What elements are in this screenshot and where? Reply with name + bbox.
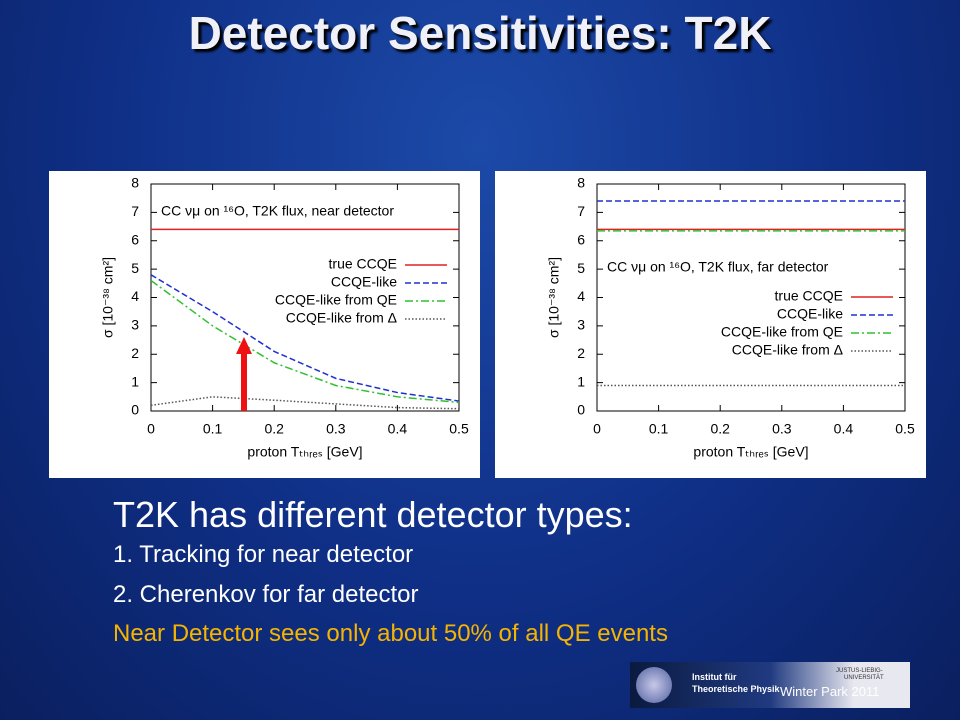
x-axis-label: proton Tₜₕᵣₑₛ [GeV] [247, 444, 362, 460]
x-tick-label: 0 [593, 421, 601, 437]
y-tick-label: 6 [131, 231, 139, 247]
chart: 0 1 2 3 4 5 6 7 8 0 0.1 0.2 0.3 0.4 0.5 proton Tₜₕᵣₑₛ [… [100, 175, 469, 460]
legend-label: CCQE-like [331, 274, 397, 290]
x-tick-label: 0.3 [326, 421, 346, 437]
series-line [150, 279, 460, 404]
chart-panel: 0 1 2 3 4 5 6 7 8 0 0.1 0.2 0.3 0.4 0.5 proton Tₜₕᵣₑₛ [… [495, 171, 926, 478]
x-tick-label: 0.1 [649, 421, 669, 437]
logo-text: JUSTUS-LIEBIG- [836, 668, 883, 674]
series-line [150, 274, 460, 402]
y-tick-label: 3 [131, 317, 139, 333]
x-tick-label: 0.3 [772, 421, 792, 437]
logo-text: Institut für [692, 672, 737, 682]
legend-label: CCQE-like from Δ [732, 342, 843, 358]
logo-text: UNIVERSITÄT [844, 675, 884, 681]
y-tick-label: 7 [131, 203, 139, 219]
y-tick-label: 1 [577, 373, 585, 389]
logo-icon [636, 667, 672, 703]
y-tick-label: 3 [577, 317, 585, 333]
y-tick-label: 8 [577, 175, 585, 191]
y-tick-label: 5 [131, 260, 139, 276]
x-tick-label: 0.2 [710, 421, 730, 437]
x-tick-label: 0.4 [834, 421, 854, 437]
logo-text: Theoretische Physik [692, 684, 780, 694]
x-tick-label: 0 [147, 421, 155, 437]
legend-label: CCQE-like [777, 306, 843, 322]
annotation: CC νμ on ¹⁶O, T2K flux, far detector [607, 259, 829, 275]
y-tick-label: 8 [131, 175, 139, 191]
legend-label: CCQE-like from QE [721, 324, 843, 340]
series-line [150, 396, 460, 410]
y-tick-label: 4 [577, 288, 585, 304]
annotation: CC νμ on ¹⁶O, T2K flux, near detector [161, 203, 394, 219]
y-tick-label: 2 [131, 345, 139, 361]
x-axis-label: proton Tₜₕᵣₑₛ [GeV] [693, 444, 808, 460]
legend-label: true CCQE [329, 256, 397, 272]
x-tick-label: 0.4 [388, 421, 408, 437]
y-tick-label: 4 [131, 288, 139, 304]
footer: Winter Park 2011 [780, 684, 880, 699]
chart-panel: 0 1 2 3 4 5 6 7 8 0 0.1 0.2 0.3 0.4 0.5 proton Tₜₕᵣₑₛ [… [49, 171, 480, 478]
list-item: 1. Tracking for near detector [113, 541, 414, 568]
logo: Institut für Theoretische Physik JUSTUS-… [630, 662, 910, 708]
y-tick-label: 2 [577, 345, 585, 361]
y-tick-label: 0 [577, 402, 585, 418]
y-tick-label: 5 [577, 260, 585, 276]
y-tick-label: 0 [131, 402, 139, 418]
y-axis-label: σ [10⁻³⁸ cm²] [546, 257, 562, 338]
x-tick-label: 0.2 [264, 421, 284, 437]
legend-label: true CCQE [775, 288, 843, 304]
highlight: Near Detector sees only about 50% of all… [113, 620, 668, 647]
legend-label: CCQE-like from Δ [286, 310, 397, 326]
slide-title: Detector Sensitivities: T2K [188, 7, 772, 59]
y-tick-label: 7 [577, 203, 585, 219]
chart: 0 1 2 3 4 5 6 7 8 0 0.1 0.2 0.3 0.4 0.5 proton Tₜₕᵣₑₛ [… [546, 175, 915, 460]
y-tick-label: 1 [131, 373, 139, 389]
y-tick-label: 6 [577, 231, 585, 247]
list-item: 2. Cherenkov for far detector [113, 581, 419, 608]
x-tick-label: 0.1 [203, 421, 223, 437]
legend-label: CCQE-like from QE [275, 292, 397, 308]
y-axis-label: σ [10⁻³⁸ cm²] [100, 257, 116, 338]
x-tick-label: 0.5 [895, 421, 915, 437]
x-tick-label: 0.5 [449, 421, 469, 437]
heading: T2K has different detector types: [113, 494, 633, 535]
